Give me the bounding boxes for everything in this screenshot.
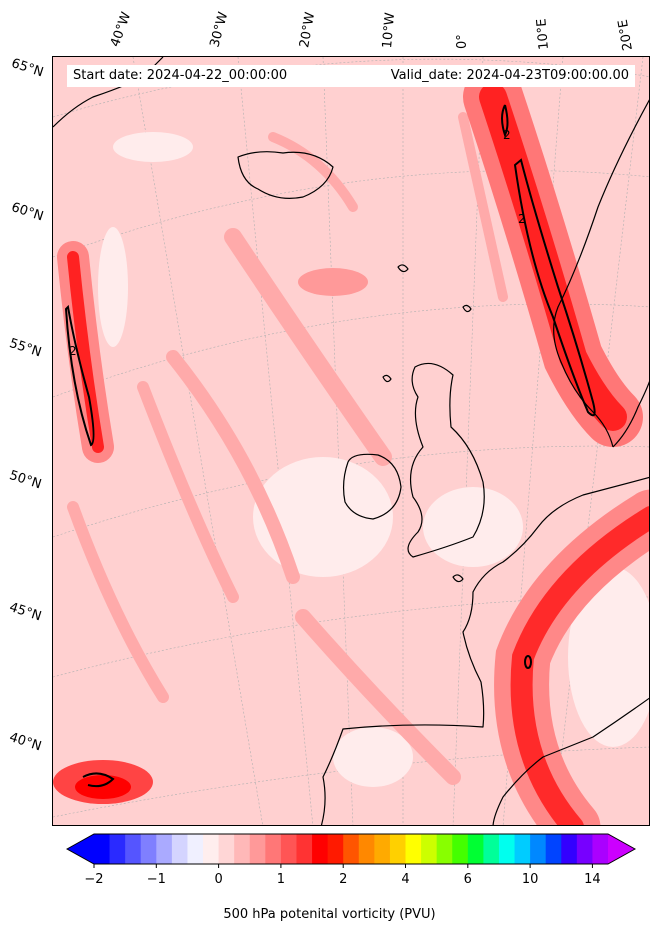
colorbar-swatch (312, 834, 329, 864)
colorbar-swatch (234, 834, 251, 864)
colorbar-swatch (467, 834, 484, 864)
colorbar-tick-label: −2 (84, 872, 104, 887)
colorbar-swatch (296, 834, 313, 864)
colorbar-swatch (265, 834, 282, 864)
longitude-label: 30°W (207, 10, 232, 49)
longitude-label: 40°W (107, 10, 135, 49)
contour-label: 2 (518, 212, 526, 226)
colorbar-swatch (545, 834, 562, 864)
pv-field-map: 2 2 2 (53, 57, 649, 825)
contour-label: 2 (69, 344, 77, 358)
latitude-label: 40°N (7, 730, 44, 755)
colorbar-swatch (405, 834, 422, 864)
latitude-label: 55°N (7, 336, 44, 361)
latitude-label: 45°N (7, 600, 44, 625)
colorbar-swatch (576, 834, 593, 864)
colorbar-swatch (498, 834, 516, 864)
colorbar-tick-label: 10 (521, 872, 539, 887)
start-date-text: Start date: 2024-04-22_00:00:00 (73, 68, 288, 83)
colorbar-swatch (514, 834, 531, 864)
colorbar-swatch (483, 834, 500, 864)
latitude-label: 50°N (7, 468, 44, 493)
colorbar-swatch (280, 834, 297, 864)
colorbar-swatch (125, 834, 142, 864)
colorbar-arrow-max (608, 834, 635, 864)
latitude-label: 65°N (9, 56, 46, 81)
colorbar-tick-label: 0 (214, 872, 223, 887)
colorbar-tick-label: 4 (401, 872, 410, 887)
colorbar (65, 833, 637, 868)
colorbar-swatch (436, 834, 453, 864)
colorbar-swatch (171, 834, 188, 864)
colorbar-tick-label: −1 (146, 872, 166, 887)
colorbar-swatch (530, 834, 547, 864)
date-info-bar: Start date: 2024-04-22_00:00:00 Valid_da… (67, 65, 635, 87)
colorbar-swatch (156, 834, 173, 864)
colorbar-tick-label: 1 (276, 872, 286, 887)
map-panel: 2 2 2 Start date: 2024-04-22_00:0 (52, 56, 650, 826)
longitude-label: 10°E (534, 17, 552, 51)
latitude-label: 60°N (9, 200, 46, 225)
contour-label: 2 (503, 128, 511, 142)
colorbar-swatch (389, 834, 407, 864)
colorbar-swatch (343, 834, 360, 864)
colorbar-swatch (140, 834, 157, 864)
colorbar-swatch (218, 834, 235, 864)
colorbar-swatch (374, 834, 391, 864)
colorbar-tick-label: 6 (463, 872, 472, 887)
valid-date-text: Valid_date: 2024-04-23T09:00:00.00 (390, 68, 629, 83)
colorbar-label: 500 hPa potenital vorticity (PVU) (223, 907, 436, 922)
colorbar-swatch (452, 834, 469, 864)
colorbar-swatch (327, 834, 344, 864)
colorbar-swatch (421, 834, 438, 864)
colorbar-arrow-min (67, 834, 94, 864)
longitude-label: 0° (455, 34, 470, 49)
colorbar-swatch (109, 834, 126, 864)
longitude-label: 20°W (297, 11, 319, 50)
longitude-label: 10°W (380, 11, 399, 49)
colorbar-swatch (561, 834, 578, 864)
colorbar-swatch (358, 834, 375, 864)
colorbar-swatch (203, 834, 220, 864)
colorbar-swatch (249, 834, 266, 864)
colorbar-swatch (592, 834, 609, 864)
colorbar-swatch (187, 834, 204, 864)
colorbar-tick-label: 2 (339, 872, 348, 887)
colorbar-swatch (94, 834, 111, 864)
longitude-label: 20°E (615, 18, 636, 52)
colorbar-tick-label: 14 (584, 872, 601, 887)
